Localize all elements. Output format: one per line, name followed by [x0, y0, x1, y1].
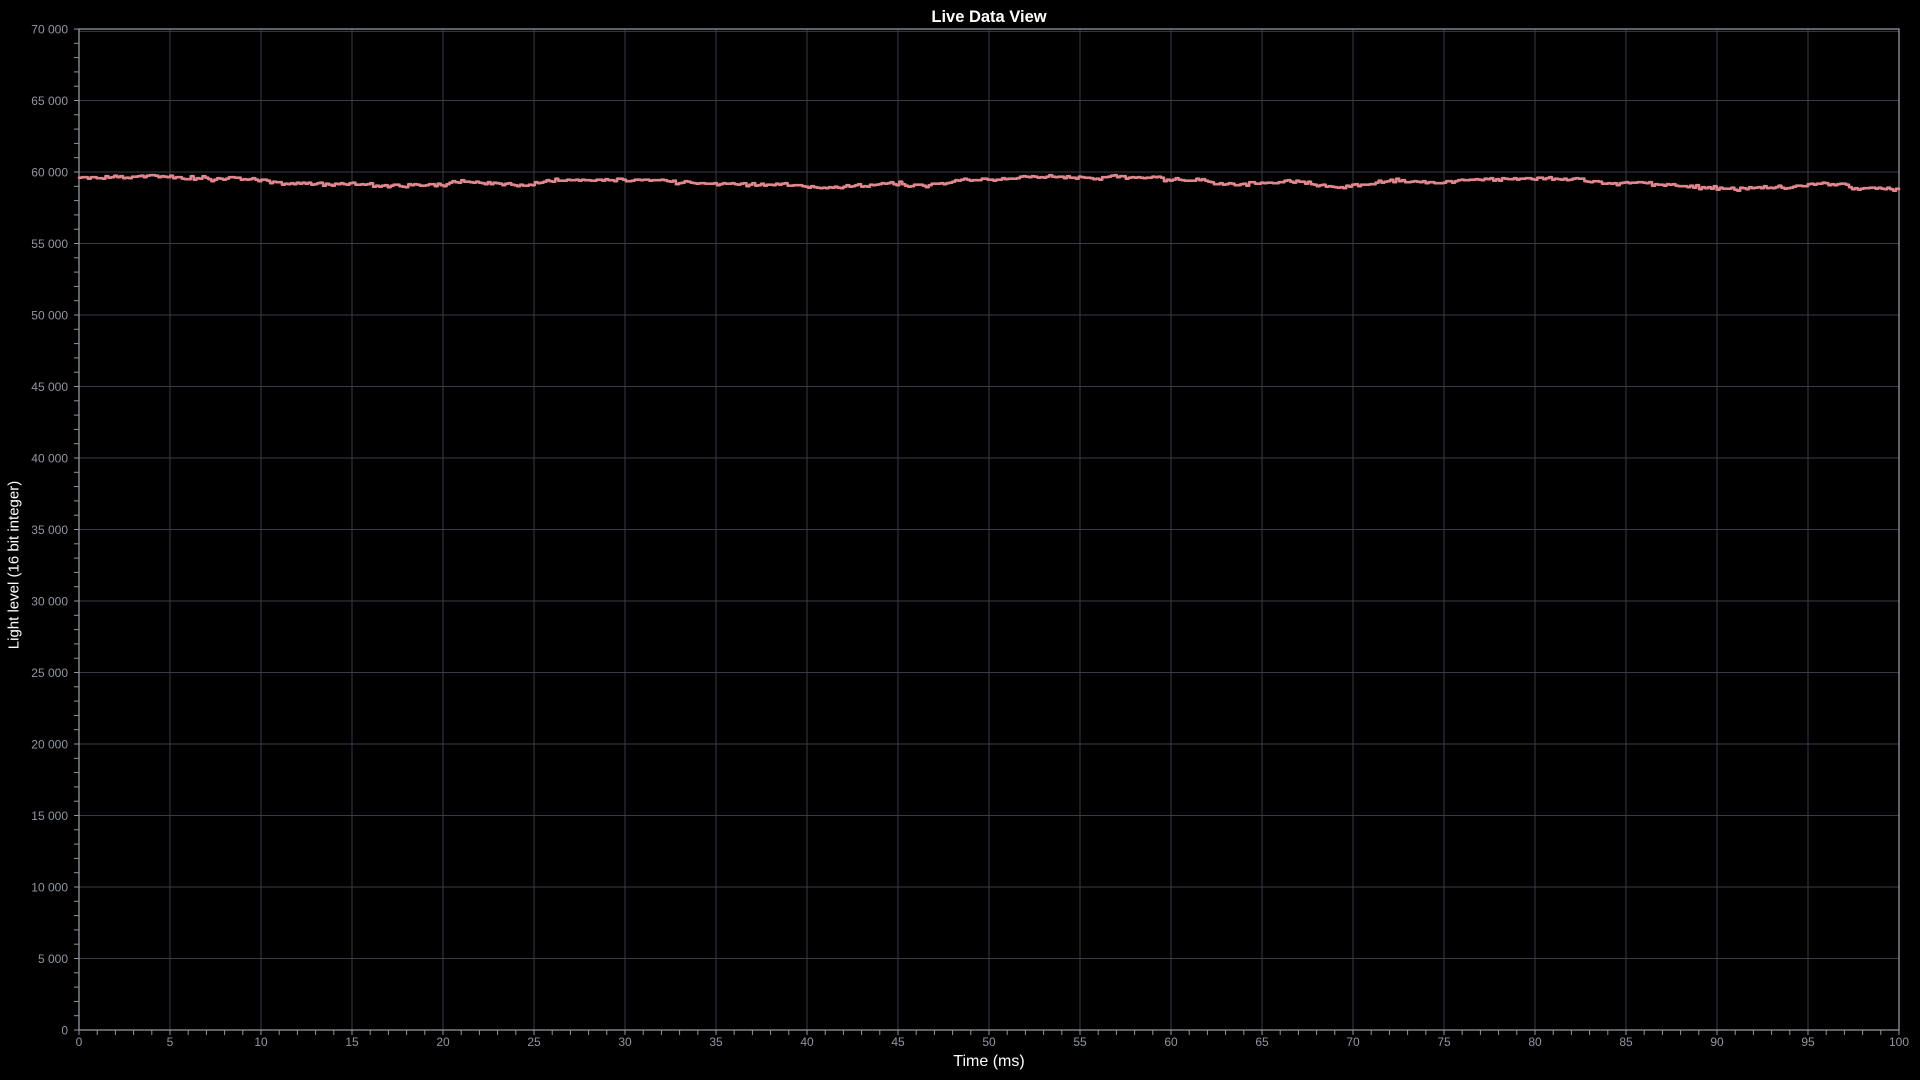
- svg-text:55: 55: [1073, 1035, 1087, 1049]
- svg-text:5: 5: [167, 1035, 174, 1049]
- svg-text:50 000: 50 000: [31, 308, 68, 322]
- svg-text:65 000: 65 000: [31, 94, 68, 108]
- svg-text:15: 15: [345, 1035, 359, 1049]
- svg-text:30 000: 30 000: [31, 594, 68, 608]
- svg-text:25 000: 25 000: [31, 666, 68, 680]
- svg-text:40 000: 40 000: [31, 451, 68, 465]
- svg-text:95: 95: [1801, 1035, 1815, 1049]
- svg-text:10 000: 10 000: [31, 880, 68, 894]
- svg-text:25: 25: [527, 1035, 541, 1049]
- svg-text:55 000: 55 000: [31, 237, 68, 251]
- svg-text:40: 40: [800, 1035, 814, 1049]
- svg-text:20 000: 20 000: [31, 737, 68, 751]
- svg-text:20: 20: [436, 1035, 450, 1049]
- svg-text:45: 45: [891, 1035, 905, 1049]
- svg-text:10: 10: [254, 1035, 268, 1049]
- svg-text:30: 30: [618, 1035, 632, 1049]
- svg-text:90: 90: [1710, 1035, 1724, 1049]
- svg-text:75: 75: [1437, 1035, 1451, 1049]
- svg-text:35: 35: [709, 1035, 723, 1049]
- svg-text:0: 0: [76, 1035, 83, 1049]
- svg-text:45 000: 45 000: [31, 380, 68, 394]
- svg-text:70: 70: [1346, 1035, 1360, 1049]
- svg-text:70 000: 70 000: [31, 22, 68, 36]
- svg-text:80: 80: [1528, 1035, 1542, 1049]
- svg-text:50: 50: [982, 1035, 996, 1049]
- svg-text:60: 60: [1164, 1035, 1178, 1049]
- svg-text:85: 85: [1619, 1035, 1633, 1049]
- svg-text:65: 65: [1255, 1035, 1269, 1049]
- svg-text:100: 100: [1889, 1035, 1909, 1049]
- svg-text:15 000: 15 000: [31, 809, 68, 823]
- svg-text:35 000: 35 000: [31, 523, 68, 537]
- svg-text:5 000: 5 000: [38, 952, 68, 966]
- svg-text:60 000: 60 000: [31, 165, 68, 179]
- svg-text:0: 0: [61, 1023, 68, 1037]
